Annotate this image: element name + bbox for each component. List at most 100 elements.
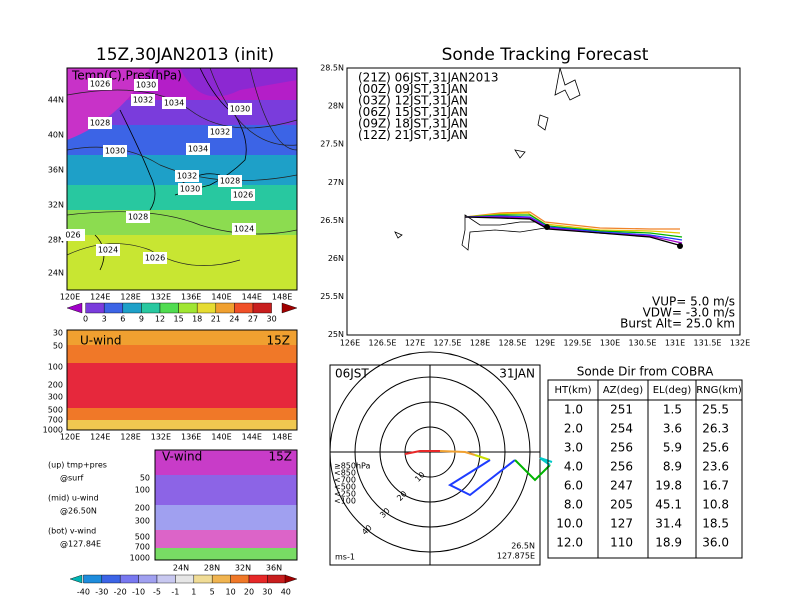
lon-label: 132E bbox=[730, 339, 750, 348]
colorbar-label: 9 bbox=[139, 315, 144, 324]
u-wind-time: 15Z bbox=[267, 334, 291, 348]
temperature-map bbox=[66, 67, 298, 291]
lon-label: 126.5E bbox=[369, 339, 397, 348]
table-cell: 5.9 bbox=[663, 441, 682, 455]
isobar-label-bg bbox=[186, 143, 210, 155]
isobar-label: 1030 bbox=[180, 185, 200, 194]
pressure-label: <850 bbox=[334, 469, 356, 478]
pressure-label: <700 bbox=[334, 476, 356, 485]
legend-entry: (06Z) 15JST,31JAN bbox=[358, 105, 468, 119]
isobar-label-bg bbox=[232, 223, 256, 235]
colorbar-swatch bbox=[267, 574, 286, 584]
lon-label: 148E bbox=[272, 433, 292, 442]
colorbar-swatch bbox=[122, 302, 142, 314]
u-wind-panel bbox=[66, 329, 298, 431]
colorbar-swatch bbox=[159, 302, 179, 314]
isobar-label-bg bbox=[178, 183, 202, 195]
v-wind-time: 15Z bbox=[269, 450, 293, 464]
polar-unit: ms-1 bbox=[335, 553, 355, 562]
colorbar-swatch bbox=[196, 302, 217, 314]
colorbar-label: 30 bbox=[267, 315, 277, 324]
colorbar-label: -30 bbox=[95, 588, 108, 597]
table-cell: 10.8 bbox=[702, 498, 729, 512]
isobar-label: 1030 bbox=[136, 81, 156, 90]
lat-label: 28N bbox=[48, 236, 64, 245]
position: 26.5N bbox=[511, 542, 535, 551]
pressure-label: 50 bbox=[140, 474, 150, 483]
table-cell: 1.0 bbox=[564, 403, 583, 417]
lat-label: 44N bbox=[48, 96, 64, 105]
lat-label: 27.5N bbox=[320, 140, 344, 149]
lon-label: 124E bbox=[90, 433, 110, 442]
lon-label: 132E bbox=[151, 433, 171, 442]
note: @surf bbox=[60, 474, 84, 483]
lon-label: 130E bbox=[600, 339, 620, 348]
polar-date: 31JAN bbox=[499, 367, 535, 381]
lon-label: 127E bbox=[405, 339, 425, 348]
pressure-label: 500 bbox=[48, 406, 63, 415]
isobar-label: 1034 bbox=[164, 99, 184, 108]
isobar-label-bg bbox=[134, 79, 158, 91]
pressure-label: 200 bbox=[48, 381, 63, 390]
pressure-label: 700 bbox=[48, 416, 63, 425]
table-header: RNG(km) bbox=[696, 385, 742, 396]
v-wind-title: V-wind bbox=[162, 450, 202, 464]
isobar-label: 1024 bbox=[98, 246, 118, 255]
colorbar-swatch bbox=[281, 302, 298, 314]
lat-label: 24N bbox=[48, 269, 64, 278]
pressure-label: 30 bbox=[53, 329, 63, 338]
lon-label: 128E bbox=[120, 293, 140, 302]
map-label: Temp(C),Pres(hPa) bbox=[71, 69, 182, 83]
lat-label: 40N bbox=[48, 131, 64, 140]
table-cell: 3.0 bbox=[564, 441, 583, 455]
pressure-label: ≥850hPa bbox=[334, 462, 371, 471]
lat-label: 26.5N bbox=[320, 216, 344, 225]
isobar-label: 1032 bbox=[177, 172, 197, 181]
legend-entry: (21Z) 06JST,31JAN2013 bbox=[358, 71, 499, 85]
param: VUP= 5.0 m/s bbox=[652, 295, 735, 309]
colorbar-swatch bbox=[85, 302, 105, 314]
param: VDW= -3.0 m/s bbox=[643, 306, 735, 320]
lat-label: 28N bbox=[204, 564, 220, 573]
lat-label: 24N bbox=[173, 564, 189, 573]
lon-label: 120E bbox=[60, 433, 80, 442]
isobar-label: 1026 bbox=[145, 254, 165, 263]
colorbar-swatch bbox=[119, 574, 139, 584]
colorbar-label: -40 bbox=[77, 588, 90, 597]
table-cell: 25.6 bbox=[702, 441, 729, 455]
lat-label: 26N bbox=[328, 254, 344, 263]
isobar-label-bg bbox=[88, 117, 112, 129]
legend-entry: (12Z) 21JST,31JAN bbox=[358, 128, 468, 142]
colorbar-label: 10 bbox=[226, 588, 236, 597]
pressure-label: 300 bbox=[135, 517, 150, 526]
colorbar-swatch bbox=[175, 574, 195, 584]
lon-label: 140E bbox=[211, 433, 231, 442]
isobar-label-bg bbox=[126, 211, 150, 223]
table-cell: 6.0 bbox=[564, 479, 583, 493]
pressure-label: 500 bbox=[135, 533, 150, 542]
table-cell: 256 bbox=[610, 460, 633, 474]
table-cell: 254 bbox=[610, 422, 633, 436]
isobar-label-bg bbox=[96, 244, 120, 256]
lat-label: 28.5N bbox=[320, 64, 344, 73]
lon-label: 131E bbox=[665, 339, 685, 348]
note: (bot) v-wind bbox=[48, 527, 96, 536]
note: @127.84E bbox=[60, 540, 101, 549]
colorbar-label: -1 bbox=[171, 588, 179, 597]
lat-label: 36N bbox=[48, 166, 64, 175]
colorbar-label: 6 bbox=[120, 315, 125, 324]
param: Burst Alt= 25.0 km bbox=[620, 317, 735, 331]
table-cell: 18.9 bbox=[655, 536, 682, 550]
lon-label: 136E bbox=[181, 433, 201, 442]
table-header: HT(km) bbox=[555, 385, 592, 396]
legend-entry: (09Z) 18JST,31JAN bbox=[358, 117, 468, 131]
isobar-label-bg bbox=[231, 189, 255, 201]
colorbar-swatch bbox=[101, 574, 121, 584]
lat-label: 32N bbox=[48, 201, 64, 210]
direction-table bbox=[547, 379, 743, 559]
pressure-label: <250 bbox=[334, 490, 356, 499]
table-cell: 1.5 bbox=[663, 403, 682, 417]
table-cell: 3.6 bbox=[663, 422, 682, 436]
legend-entry: (00Z) 09JST,31JAN bbox=[358, 82, 468, 96]
lon-label: 128E bbox=[120, 433, 140, 442]
